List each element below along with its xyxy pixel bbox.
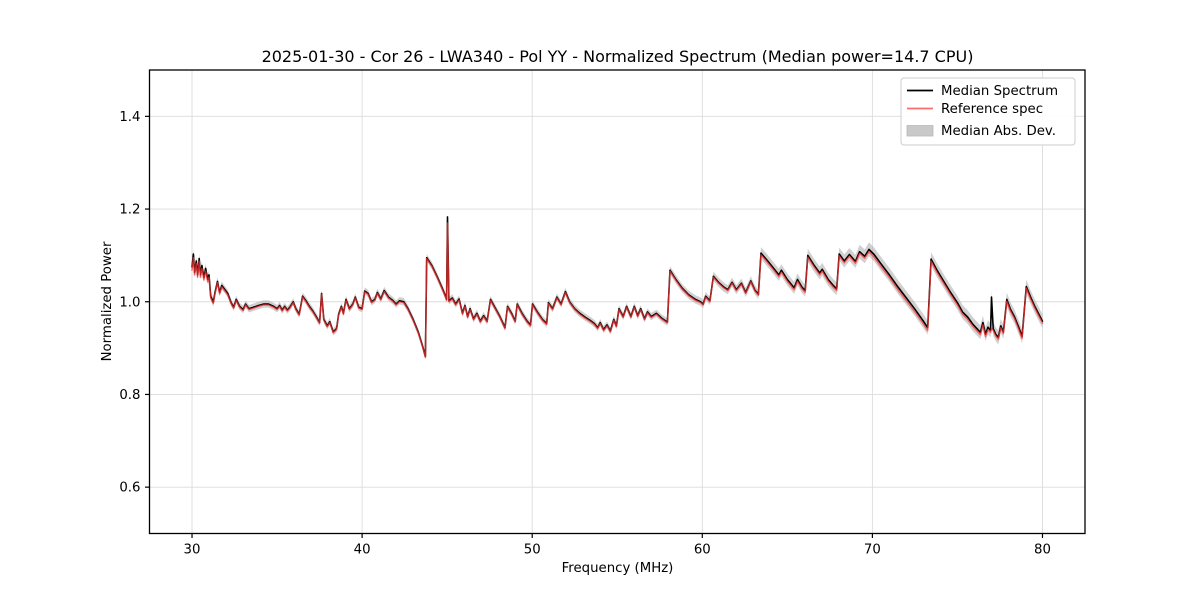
x-tick-label: 50 <box>524 543 541 558</box>
legend-entry-label: Reference spec <box>941 102 1043 117</box>
legend: Median Spectrum Reference spec Median Abs.… <box>900 77 1076 146</box>
legend-entry-label: Median Abs. Dev. <box>941 124 1056 139</box>
x-tick-label: 70 <box>864 543 881 558</box>
legend-entry-label: Median Spectrum <box>941 84 1058 99</box>
median-spectrum-polyline <box>191 216 1044 358</box>
x-axis-label: Frequency (MHz) <box>562 561 674 576</box>
legend-sample-patch <box>906 125 934 137</box>
y-tick-label: 1.0 <box>119 295 140 310</box>
axis-ticks: 30 40 50 60 70 80 0.6 0.8 1.0 1.2 1.4 <box>119 110 1051 558</box>
y-tick-label: 1.2 <box>119 203 140 218</box>
chart-title: 2025-01-30 - Cor 26 - LWA340 - Pol YY - … <box>262 47 974 66</box>
mad-band <box>192 213 1043 361</box>
x-tick-label: 30 <box>184 543 201 558</box>
reference-spec-line <box>191 222 1044 359</box>
x-tick-label: 60 <box>694 543 711 558</box>
mad-band-polygon <box>192 213 1043 361</box>
x-tick-label: 40 <box>354 543 371 558</box>
y-tick-label: 0.6 <box>119 481 140 496</box>
legend-box <box>900 77 1076 146</box>
y-axis-label: Normalized Power <box>100 241 115 361</box>
median-spectrum-line <box>191 216 1044 358</box>
y-tick-label: 0.8 <box>119 388 140 403</box>
y-tick-label: 1.4 <box>119 110 140 125</box>
reference-spec-polyline <box>191 222 1044 359</box>
x-tick-label: 80 <box>1034 543 1051 558</box>
